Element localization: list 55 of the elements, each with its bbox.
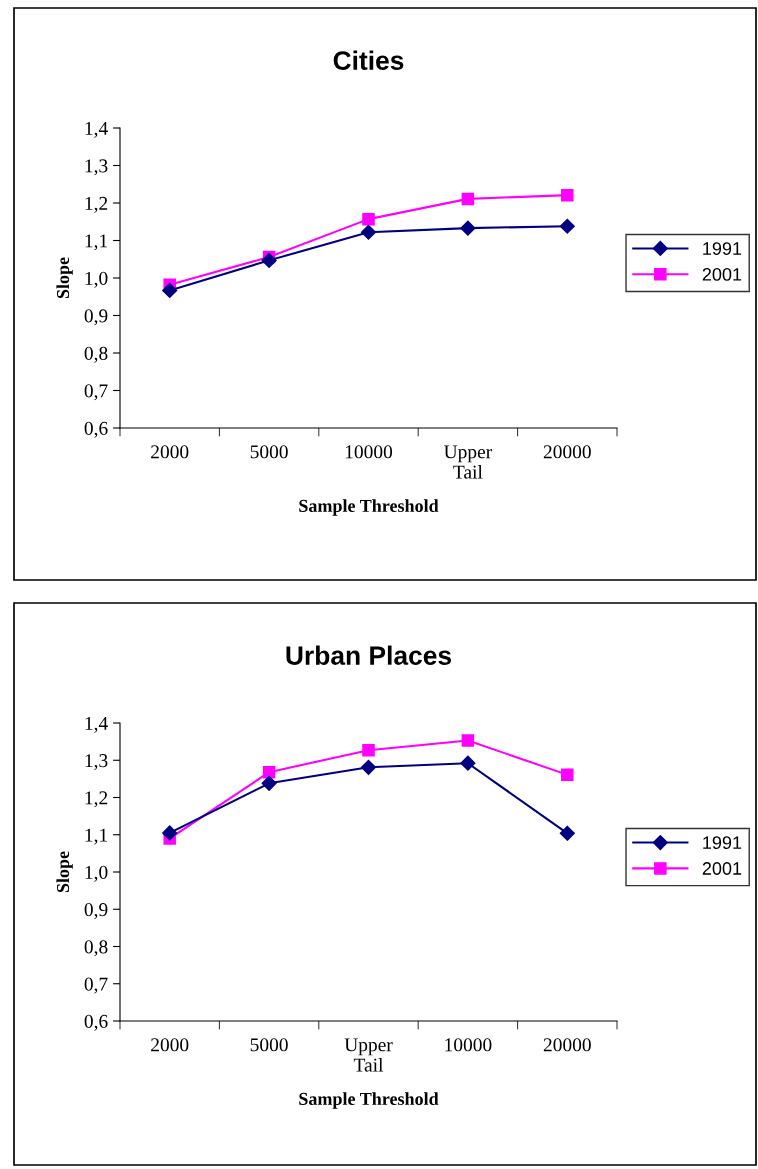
point bbox=[261, 252, 277, 268]
legend-label: 1991 bbox=[703, 242, 742, 255]
point bbox=[559, 825, 575, 841]
y-tick-label: 1,0 bbox=[85, 271, 108, 288]
point bbox=[561, 768, 574, 782]
x-tick-label: 20000 bbox=[543, 1038, 591, 1052]
x-tick-label: 2000 bbox=[151, 1038, 189, 1052]
point bbox=[362, 212, 375, 226]
y-tick-label: 0,7 bbox=[84, 977, 108, 994]
point bbox=[461, 192, 475, 206]
point bbox=[262, 765, 276, 779]
x-axis-title: Sample Threshold bbox=[299, 1092, 439, 1109]
x-tick-label: Upper Tail bbox=[444, 445, 493, 479]
chart-title: Cities bbox=[333, 50, 404, 70]
x-tick-label: 20000 bbox=[543, 445, 591, 459]
point bbox=[360, 759, 377, 775]
point bbox=[162, 282, 178, 298]
y-axis-title: Slope bbox=[56, 257, 73, 299]
point bbox=[460, 220, 476, 236]
y-tick-label: 1,2 bbox=[85, 791, 108, 808]
y-tick-label: 1,4 bbox=[85, 121, 108, 138]
y-tick-label: 0,6 bbox=[84, 421, 108, 438]
legend-label: 1991 bbox=[703, 836, 742, 850]
x-tick-label: 5000 bbox=[250, 445, 288, 459]
y-tick-label: 1,0 bbox=[85, 865, 108, 882]
y-tick-label: 0,7 bbox=[84, 384, 108, 401]
legend-label: 2001 bbox=[702, 862, 742, 875]
x-tick-label: 10000 bbox=[445, 1038, 492, 1052]
x-tick-label: 5000 bbox=[250, 1038, 288, 1052]
y-tick-label: 1,1 bbox=[85, 234, 108, 251]
point bbox=[561, 188, 574, 202]
chart-title: Urban Places bbox=[286, 645, 452, 665]
point bbox=[360, 224, 377, 240]
point bbox=[261, 775, 277, 791]
point bbox=[559, 218, 575, 234]
y-tick-label: 0,9 bbox=[84, 309, 108, 326]
point bbox=[460, 755, 476, 771]
x-tick-label: 10000 bbox=[345, 445, 393, 459]
y-tick-label: 0,9 bbox=[84, 903, 108, 919]
y-tick-label: 1,3 bbox=[85, 754, 108, 770]
point bbox=[162, 825, 178, 841]
legend-label: 2001 bbox=[702, 267, 742, 281]
y-tick-label: 1,3 bbox=[85, 159, 108, 176]
x-tick-label: Upper Tail bbox=[344, 1038, 393, 1072]
y-axis-title: Slope bbox=[56, 851, 73, 893]
y-tick-label: 1,1 bbox=[85, 828, 108, 845]
point bbox=[362, 743, 375, 757]
x-tick-label: 2000 bbox=[151, 445, 189, 459]
y-tick-label: 0,8 bbox=[84, 346, 108, 363]
x-axis-title: Sample Threshold bbox=[299, 499, 439, 516]
y-tick-label: 0,6 bbox=[84, 1014, 108, 1031]
point bbox=[461, 734, 475, 747]
y-tick-label: 1,2 bbox=[85, 196, 108, 213]
y-tick-label: 0,8 bbox=[84, 940, 108, 957]
y-tick-label: 1,4 bbox=[85, 716, 108, 733]
